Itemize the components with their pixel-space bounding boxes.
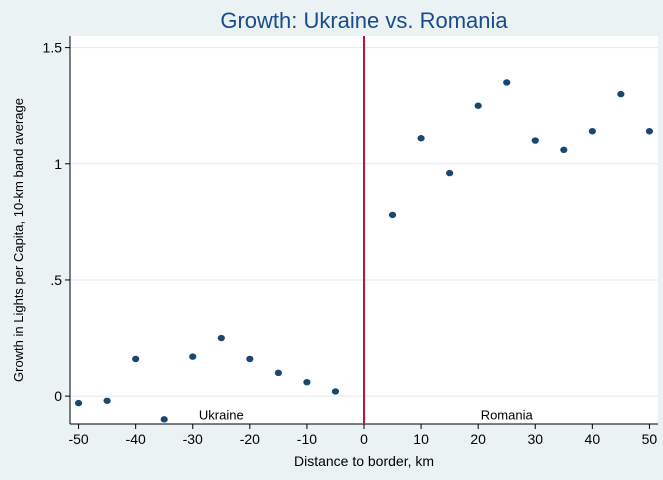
data-point <box>103 397 111 404</box>
data-points <box>74 36 654 424</box>
data-point <box>474 102 482 109</box>
x-tick-label: 30 <box>527 431 543 447</box>
x-tick-label: -50 <box>68 431 88 447</box>
x-tick-label: 50 <box>642 431 658 447</box>
data-point <box>617 90 625 98</box>
data-point <box>132 355 140 363</box>
annotations: Ukraine Romania <box>199 408 534 423</box>
x-tick-label: 0 <box>360 431 368 447</box>
data-point <box>189 353 197 360</box>
data-point <box>531 137 539 144</box>
y-tick-label: 1.5 <box>43 40 63 56</box>
y-tick-label: .5 <box>50 272 62 288</box>
x-axis-label: Distance to border, km <box>294 453 434 469</box>
x-tick-label: 10 <box>413 431 429 447</box>
data-point <box>588 128 596 135</box>
y-axis-label: Growth in Lights per Capita, 10-km band … <box>11 98 26 382</box>
x-tick-label: 40 <box>585 431 601 447</box>
x-tick-label: -20 <box>240 431 260 447</box>
x-tick-label: -30 <box>183 431 203 447</box>
data-point <box>560 146 568 154</box>
y-tick-label: 1 <box>54 156 62 172</box>
axes: 0 .5 1 1.5 -50 -40 -30 -20 -10 0 10 20 30 40 50 <box>43 36 658 447</box>
region-label: Romania <box>481 408 534 423</box>
x-tick-label: -40 <box>126 431 146 447</box>
data-point <box>503 79 511 86</box>
data-point <box>645 128 654 135</box>
data-point <box>274 369 282 377</box>
data-point <box>303 378 311 386</box>
data-point <box>160 416 168 423</box>
data-point <box>388 211 397 219</box>
chart-title: Growth: Ukraine vs. Romania <box>220 8 508 33</box>
data-point <box>74 399 83 407</box>
data-point <box>331 388 340 395</box>
x-tick-label: 20 <box>470 431 486 447</box>
x-tick-label: -10 <box>297 431 317 447</box>
data-point <box>417 135 425 142</box>
data-point <box>217 334 225 342</box>
region-label: Ukraine <box>199 408 244 423</box>
data-point <box>446 169 454 177</box>
data-point <box>246 355 254 363</box>
y-tick-label: 0 <box>54 388 62 404</box>
